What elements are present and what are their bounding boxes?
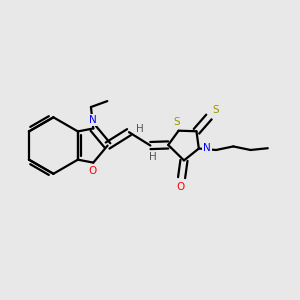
Text: N: N bbox=[203, 143, 211, 153]
Text: S: S bbox=[212, 105, 219, 115]
Text: H: H bbox=[149, 152, 157, 162]
Text: H: H bbox=[136, 124, 143, 134]
Text: O: O bbox=[177, 182, 185, 192]
Text: S: S bbox=[174, 117, 180, 127]
Text: O: O bbox=[88, 166, 97, 176]
Text: N: N bbox=[89, 115, 97, 125]
